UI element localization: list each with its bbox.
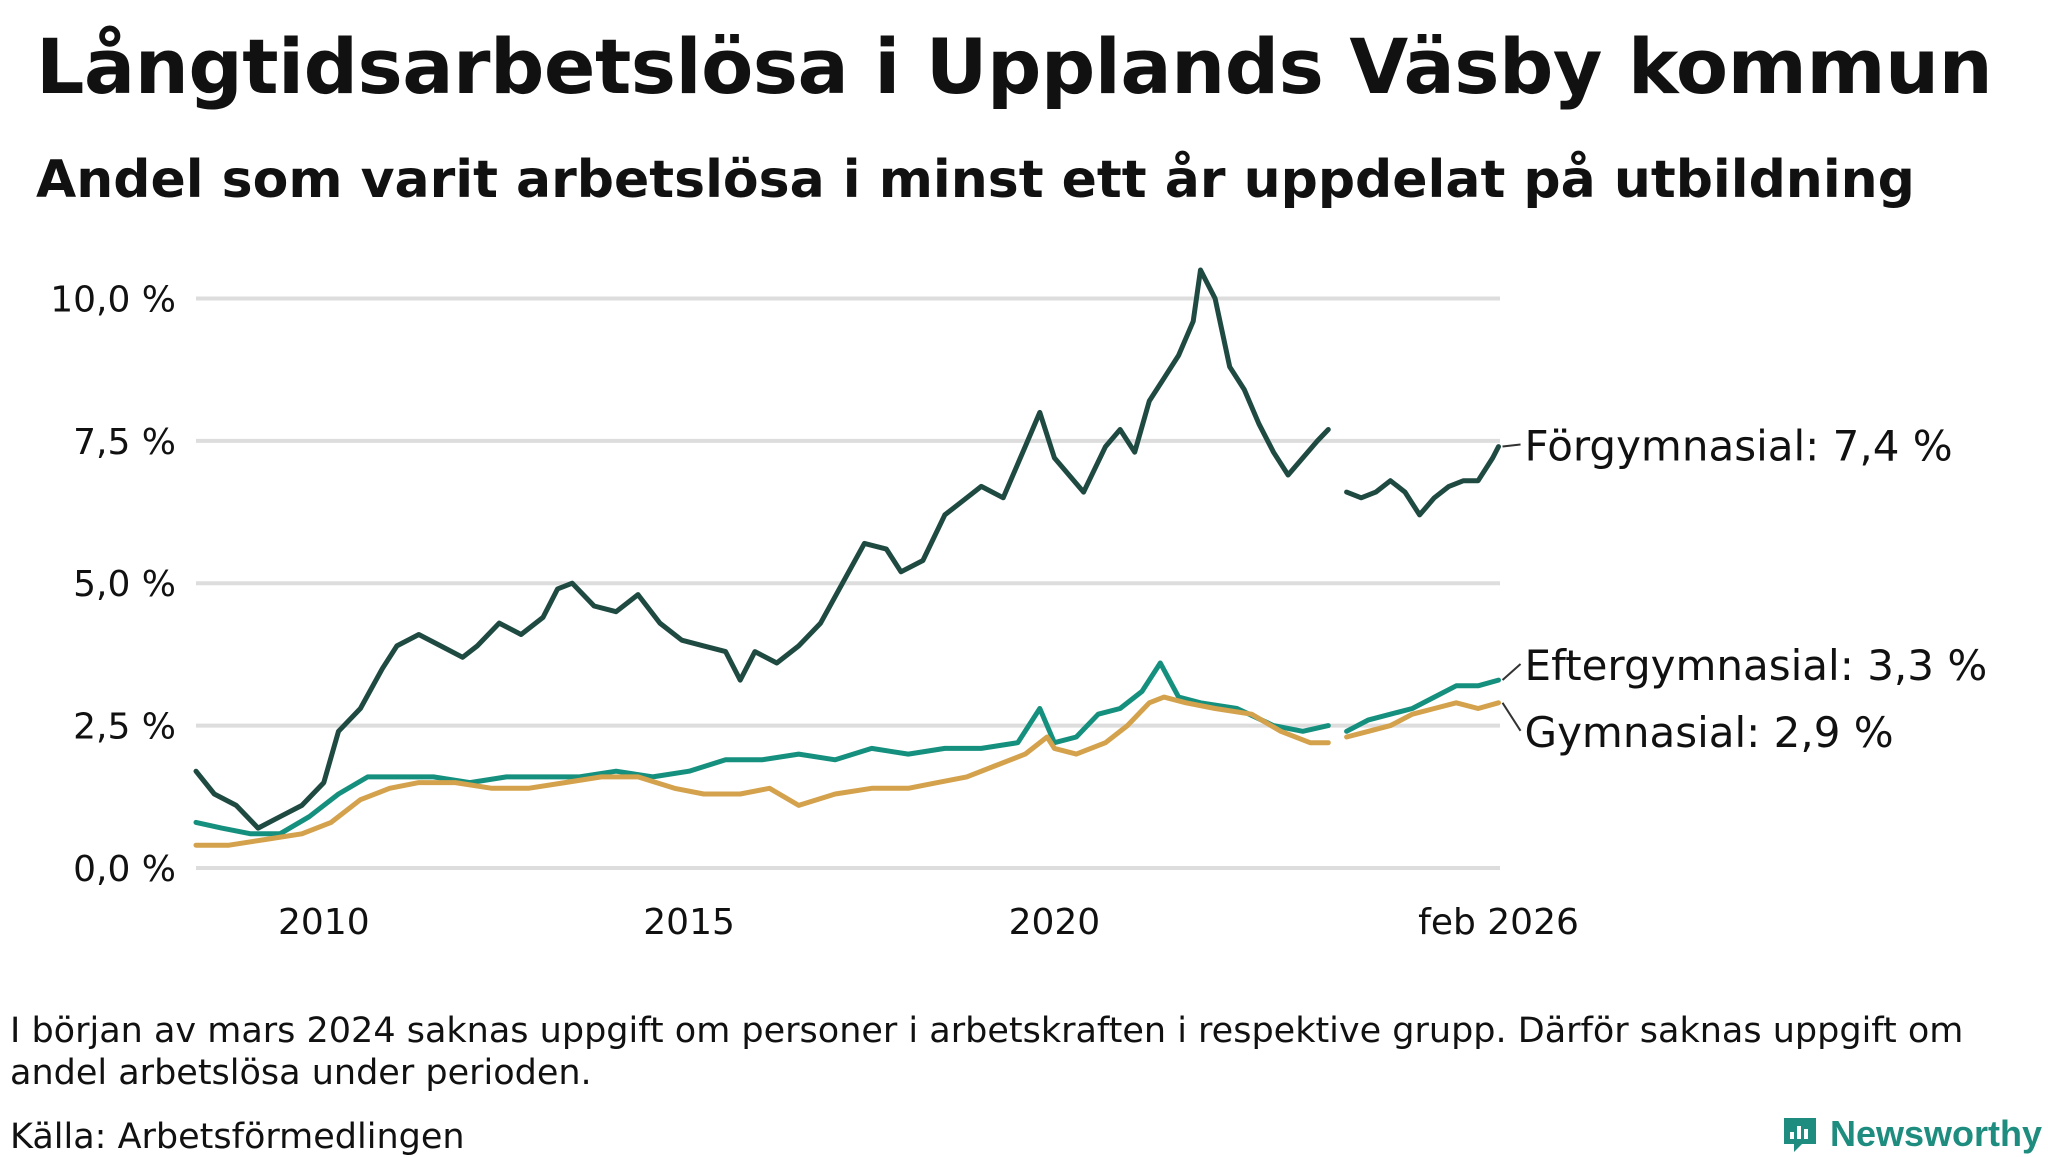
y-tick-label: 7,5 % — [73, 422, 176, 463]
series-line — [193, 694, 1331, 848]
chart-title: Långtidsarbetslösa i Upplands Väsby komm… — [36, 22, 1993, 111]
footnote: I början av mars 2024 saknas uppgift om … — [10, 1011, 1964, 1093]
series-lines — [193, 267, 1501, 848]
series-gymnasial — [193, 694, 1501, 848]
y-tick-label: 5,0 % — [73, 564, 176, 605]
series-line — [193, 267, 1331, 831]
brand-logo: Newsworthy — [1780, 1114, 2042, 1154]
label-leader-line — [1501, 663, 1522, 681]
series-eftergymnasial — [193, 660, 1501, 837]
newsworthy-logo-icon — [1784, 1118, 1816, 1152]
series-line — [1344, 444, 1501, 518]
series-line — [1344, 677, 1501, 734]
x-tick-label: 2015 — [643, 902, 735, 943]
x-tick-label: feb 2026 — [1418, 902, 1579, 943]
series-line — [1344, 700, 1501, 740]
y-tick-label: 2,5 % — [73, 707, 176, 748]
y-tick-label: 0,0 % — [73, 849, 176, 890]
source-text: Källa: Arbetsförmedlingen — [10, 1117, 465, 1157]
line-chart: 0,0 % 2,5 % 5,0 % 7,5 % 10,0 % 2010 2015 2020 f… — [50, 267, 1988, 943]
brand-name: Newsworthy — [1830, 1113, 2043, 1154]
label-leader-line — [1502, 443, 1521, 448]
label-leader-line — [1501, 702, 1522, 732]
y-axis-ticks: 0,0 % 2,5 % 5,0 % 7,5 % 10,0 % — [50, 279, 176, 890]
chart-subtitle: Andel som varit arbetslösa i minst ett å… — [36, 150, 1915, 210]
series-end-label: Förgymnasial: 7,4 % — [1525, 422, 1953, 471]
series-line — [193, 660, 1331, 837]
series-end-label: Eftergymnasial: 3,3 % — [1525, 641, 1988, 690]
x-tick-label: 2020 — [1009, 902, 1101, 943]
y-tick-label: 10,0 % — [50, 279, 176, 320]
series-end-labels: Förgymnasial: 7,4 % Eftergymnasial: 3,3 %… — [1501, 422, 1988, 757]
series-end-label: Gymnasial: 2,9 % — [1525, 708, 1894, 757]
x-tick-label: 2010 — [278, 902, 370, 943]
series-förgymnasial — [193, 267, 1501, 831]
x-axis-ticks: 2010 2015 2020 feb 2026 — [278, 902, 1579, 943]
grid-lines — [196, 296, 1500, 870]
